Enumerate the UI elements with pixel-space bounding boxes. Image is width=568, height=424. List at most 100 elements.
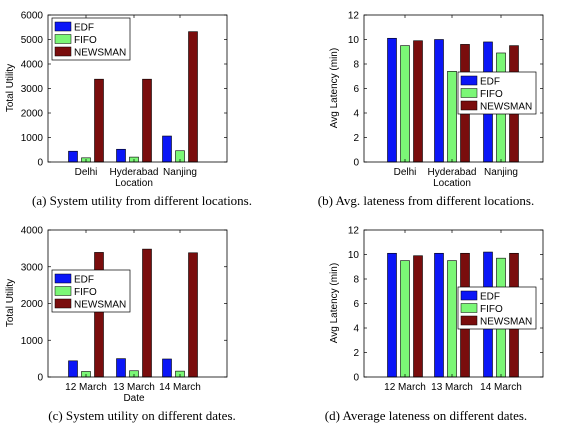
y-tick-label: 4000 xyxy=(21,226,44,237)
y-tick-label: 10 xyxy=(348,35,360,46)
caption-a: (a) System utility from different locati… xyxy=(32,193,252,208)
bar-newsman-2 xyxy=(188,252,198,378)
legend-label-newsman: NEWSMAN xyxy=(480,317,532,328)
caption-b: (b) Avg. lateness from different locatio… xyxy=(317,193,535,208)
legend-label-fifo: FIFO xyxy=(74,35,97,46)
y-tick-label: 1000 xyxy=(21,336,44,347)
caption-d: (d) Average lateness on different dates. xyxy=(324,408,528,423)
x-tick-label: Delhi xyxy=(394,167,417,178)
x-axis-label: Date xyxy=(123,393,145,404)
bar-edf-1 xyxy=(434,39,444,163)
y-tick-label: 2 xyxy=(353,133,359,144)
y-tick-label: 2000 xyxy=(21,109,44,120)
x-tick-label: Nanjing xyxy=(484,167,518,178)
legend-swatch-fifo xyxy=(460,88,478,98)
legend-swatch-edf xyxy=(460,290,478,301)
x-axis-label: Location xyxy=(433,178,471,189)
bar-fifo-0 xyxy=(400,45,410,163)
y-tick-label: 6 xyxy=(353,84,359,95)
bar-newsman-1 xyxy=(142,248,152,378)
y-axis-label: Avg Latency (min) xyxy=(329,263,340,343)
bar-fifo-0 xyxy=(400,260,410,378)
x-tick-label: 12 March xyxy=(65,382,107,393)
bar-edf-1 xyxy=(434,252,444,378)
x-tick-label: 14 March xyxy=(480,382,522,393)
legend-swatch-newsman xyxy=(460,315,478,326)
bar-edf-2 xyxy=(162,135,172,163)
bar-edf-1 xyxy=(116,358,126,378)
bar-fifo-1 xyxy=(447,260,457,378)
x-tick-label: 13 March xyxy=(113,382,155,393)
x-tick-label: 12 March xyxy=(384,382,426,393)
legend-swatch-fifo xyxy=(54,34,72,44)
x-tick-label: Nanjing xyxy=(163,167,197,178)
y-axis-label: Total Utility xyxy=(5,279,16,327)
y-tick-label: 2000 xyxy=(21,299,44,310)
y-tick-label: 6 xyxy=(353,299,359,310)
x-tick-label: Hyderabad xyxy=(428,167,477,178)
legend-label-fifo: FIFO xyxy=(480,304,503,315)
y-tick-label: 0 xyxy=(353,373,359,384)
bar-edf-0 xyxy=(387,37,397,163)
y-tick-label: 10 xyxy=(348,250,360,261)
y-tick-label: 1000 xyxy=(21,133,44,144)
x-tick-label: 14 March xyxy=(159,382,201,393)
legend-label-fifo: FIFO xyxy=(74,287,97,298)
y-tick-label: 4 xyxy=(353,109,359,120)
y-tick-label: 8 xyxy=(353,60,359,71)
x-tick-label: Hyderabad xyxy=(110,167,159,178)
bar-newsman-0 xyxy=(413,40,423,163)
legend-label-edf: EDF xyxy=(480,77,500,88)
y-tick-label: 3000 xyxy=(21,84,44,95)
legend-label-fifo: FIFO xyxy=(480,89,503,100)
bar-edf-2 xyxy=(162,358,172,378)
legend-swatch-edf xyxy=(54,273,72,284)
y-axis-label: Total Utility xyxy=(5,64,16,112)
chart-panel-4: 12 March 13 March 14 March 0 2 4 6 8 10 12 Avg Lat… xyxy=(329,226,544,393)
y-tick-label: 0 xyxy=(37,373,43,384)
y-tick-label: 0 xyxy=(37,158,43,169)
legend-swatch-fifo xyxy=(460,303,478,313)
x-axis-label: Location xyxy=(115,178,153,189)
legend-label-newsman: NEWSMAN xyxy=(74,300,126,311)
legend-label-edf: EDF xyxy=(74,275,94,286)
chart-panel-1: Delhi Hyderabad Nanjing 0 1000 2000 3000 4000 50… xyxy=(5,11,228,189)
y-tick-label: 2 xyxy=(353,348,359,359)
x-tick-label: Delhi xyxy=(75,167,98,178)
legend-swatch-newsman xyxy=(54,298,72,309)
bar-newsman-2 xyxy=(188,31,198,163)
bar-newsman-0 xyxy=(94,78,104,163)
y-tick-label: 4000 xyxy=(21,60,44,71)
legend-swatch-fifo xyxy=(54,286,72,296)
legend-label-newsman: NEWSMAN xyxy=(480,102,532,113)
legend-swatch-edf xyxy=(54,21,72,32)
y-tick-label: 12 xyxy=(348,11,360,22)
bar-newsman-0 xyxy=(413,255,423,378)
bar-edf-0 xyxy=(387,252,397,378)
legend-swatch-newsman xyxy=(460,100,478,111)
bar-newsman-1 xyxy=(142,78,152,163)
chart-panel-2: Delhi Hyderabad Nanjing 0 2 4 6 8 10 12 Avg Latenc… xyxy=(329,11,544,189)
y-tick-label: 3000 xyxy=(21,262,44,273)
caption-c: (c) System utility on different dates. xyxy=(48,408,236,423)
y-tick-label: 4 xyxy=(353,324,359,335)
y-axis-label: Avg Latency (min) xyxy=(329,48,340,128)
legend-swatch-edf xyxy=(460,75,478,86)
bar-edf-0 xyxy=(68,360,78,378)
y-tick-label: 5000 xyxy=(21,35,44,46)
chart-panel-3: 12 March 13 March 14 March 0 1000 2000 3000 400… xyxy=(5,226,228,404)
y-tick-label: 0 xyxy=(353,158,359,169)
y-tick-label: 8 xyxy=(353,275,359,286)
bar-edf-0 xyxy=(68,150,78,163)
legend-swatch-newsman xyxy=(54,46,72,57)
bar-edf-1 xyxy=(116,148,126,163)
y-tick-label: 6000 xyxy=(21,11,44,22)
legend-label-edf: EDF xyxy=(480,292,500,303)
legend-label-newsman: NEWSMAN xyxy=(74,48,126,59)
x-tick-label: 13 March xyxy=(431,382,473,393)
